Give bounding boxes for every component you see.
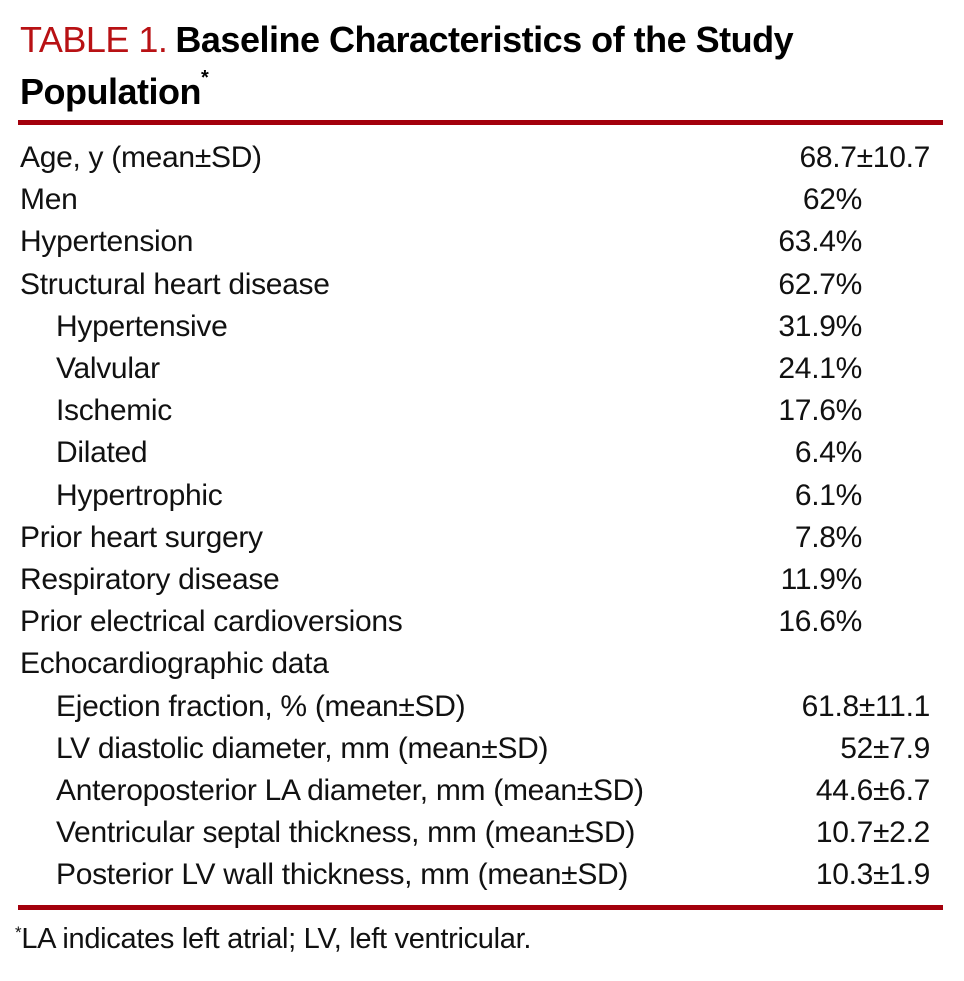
- table-row: LV diastolic diameter, mm (mean±SD) 52±7…: [20, 728, 930, 770]
- row-value: 17.6%: [778, 394, 862, 428]
- row-value: 7.8%: [794, 520, 862, 554]
- row-label: Prior heart surgery: [20, 520, 263, 554]
- row-value: 11.9%: [780, 562, 863, 596]
- row-value: 68.7±10.7: [799, 141, 930, 175]
- table-row: Ischemic 17.6%: [20, 390, 930, 432]
- table-row: Hypertension 63.4%: [20, 221, 930, 263]
- table-row: Valvular 24.1%: [20, 348, 930, 390]
- table-footnote: *LA indicates left atrial; LV, left vent…: [0, 910, 964, 956]
- row-value: 6.4%: [794, 436, 862, 470]
- table-title: TABLE 1. Baseline Characteristics of the …: [0, 0, 960, 118]
- row-label: Valvular: [56, 352, 160, 386]
- table-row: Prior heart surgery 7.8%: [20, 517, 930, 559]
- row-value: 24.1%: [778, 352, 862, 386]
- row-label: Ejection fraction, % (mean±SD): [56, 689, 466, 723]
- row-label: Anteroposterior LA diameter, mm (mean±SD…: [56, 773, 644, 807]
- table-row: Echocardiographic data: [20, 643, 930, 685]
- row-value: 31.9%: [778, 309, 862, 343]
- table-row: Anteroposterior LA diameter, mm (mean±SD…: [20, 770, 930, 812]
- table-row: Hypertrophic 6.1%: [20, 475, 930, 517]
- table-row: Respiratory disease 11.9%: [20, 559, 930, 601]
- row-label: LV diastolic diameter, mm (mean±SD): [56, 731, 549, 765]
- table-row: Posterior LV wall thickness, mm (mean±SD…: [20, 854, 930, 896]
- top-rule: [18, 120, 943, 125]
- row-value: 63.4%: [778, 225, 862, 259]
- row-label: Ventricular septal thickness, mm (mean±S…: [56, 816, 636, 850]
- row-label: Respiratory disease: [20, 562, 280, 596]
- footnote-text: LA indicates left atrial; LV, left ventr…: [21, 923, 532, 956]
- table-row: Prior electrical cardioversions 16.6%: [20, 601, 930, 643]
- table-row: Structural heart disease 62.7%: [20, 264, 930, 306]
- row-value: 10.7±2.2: [815, 816, 930, 850]
- footnote-marker: *: [15, 923, 22, 943]
- row-value: 10.3±1.9: [815, 858, 930, 892]
- row-label: Echocardiographic data: [20, 647, 329, 681]
- table-row: Hypertensive 31.9%: [20, 306, 930, 348]
- row-label: Prior electrical cardioversions: [20, 605, 403, 639]
- row-label: Hypertensive: [56, 309, 228, 343]
- table-row: Dilated 6.4%: [20, 432, 930, 474]
- row-label: Ischemic: [56, 394, 172, 428]
- row-label: Structural heart disease: [20, 267, 330, 301]
- row-value: 62.7%: [778, 267, 862, 301]
- row-label: Dilated: [56, 436, 148, 470]
- row-value: 16.6%: [778, 605, 862, 639]
- row-label: Men: [20, 183, 78, 217]
- row-label: Hypertension: [20, 225, 194, 259]
- row-label: Hypertrophic: [56, 478, 223, 512]
- row-value: 52±7.9: [840, 731, 930, 765]
- table-row: Age, y (mean±SD) 68.7±10.7: [20, 137, 930, 179]
- table-title-text: Baseline Characteristics of the Study Po…: [20, 19, 794, 112]
- table-body: Age, y (mean±SD) 68.7±10.7 Men 62% Hyper…: [0, 125, 964, 896]
- row-value: 62%: [802, 183, 862, 217]
- row-value: 44.6±6.7: [815, 773, 930, 807]
- table-row: Men 62%: [20, 179, 930, 221]
- row-label: Posterior LV wall thickness, mm (mean±SD…: [56, 858, 629, 892]
- row-value: 6.1%: [794, 478, 862, 512]
- row-value: 61.8±11.1: [801, 689, 931, 723]
- row-label: Age, y (mean±SD): [20, 141, 262, 175]
- table-row: Ventricular septal thickness, mm (mean±S…: [20, 812, 930, 854]
- table-number: TABLE 1.: [20, 19, 168, 60]
- bottom-rule: [18, 905, 943, 911]
- title-footnote-marker: *: [200, 67, 209, 89]
- table-row: Ejection fraction, % (mean±SD) 61.8±11.1: [20, 685, 930, 727]
